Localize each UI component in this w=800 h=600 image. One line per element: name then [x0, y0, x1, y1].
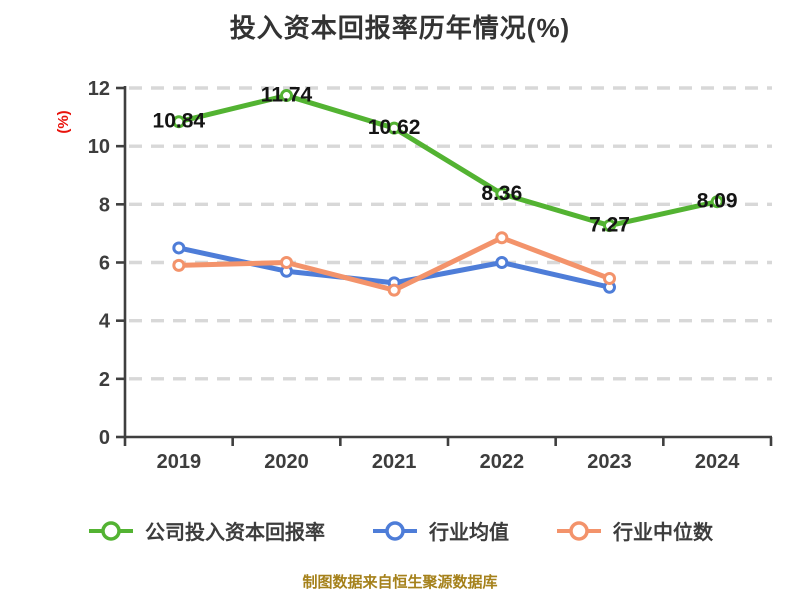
legend-label: 行业中位数: [613, 522, 713, 544]
svg-text:2: 2: [99, 369, 110, 391]
svg-text:6: 6: [99, 253, 110, 275]
line-marker-icon: [557, 520, 601, 541]
svg-text:10.62: 10.62: [368, 116, 421, 139]
legend-label: 行业均值: [429, 522, 509, 544]
svg-text:8.36: 8.36: [481, 182, 522, 205]
legend-item-company-roic: 公司投入资本回报率: [87, 516, 325, 545]
legend-item-industry-mean: 行业均值: [371, 516, 509, 545]
svg-text:12: 12: [88, 78, 110, 100]
line-marker-icon: [89, 520, 133, 541]
svg-text:2023: 2023: [587, 451, 632, 473]
svg-text:0: 0: [99, 427, 110, 449]
svg-text:11.74: 11.74: [261, 84, 313, 107]
legend: 公司投入资本回报率 行业均值 行业中位数: [0, 516, 800, 545]
svg-text:8.09: 8.09: [697, 190, 738, 213]
svg-text:2021: 2021: [372, 451, 417, 473]
legend-item-industry-median: 行业中位数: [555, 516, 713, 545]
svg-text:10: 10: [88, 136, 110, 158]
svg-text:2022: 2022: [480, 451, 525, 473]
svg-text:2020: 2020: [264, 451, 309, 473]
svg-text:2024: 2024: [695, 451, 740, 473]
svg-text:2019: 2019: [157, 451, 202, 473]
data-source-note: 制图数据来自恒生聚源数据库: [302, 574, 498, 591]
chart-title: 投入资本回报率历年情况(%): [229, 13, 571, 43]
svg-text:4: 4: [99, 311, 111, 333]
line-marker-icon: [373, 520, 417, 541]
svg-text:8: 8: [99, 194, 110, 216]
svg-text:7.27: 7.27: [589, 214, 630, 237]
svg-text:10.84: 10.84: [153, 110, 206, 133]
legend-label: 公司投入资本回报率: [145, 522, 325, 544]
